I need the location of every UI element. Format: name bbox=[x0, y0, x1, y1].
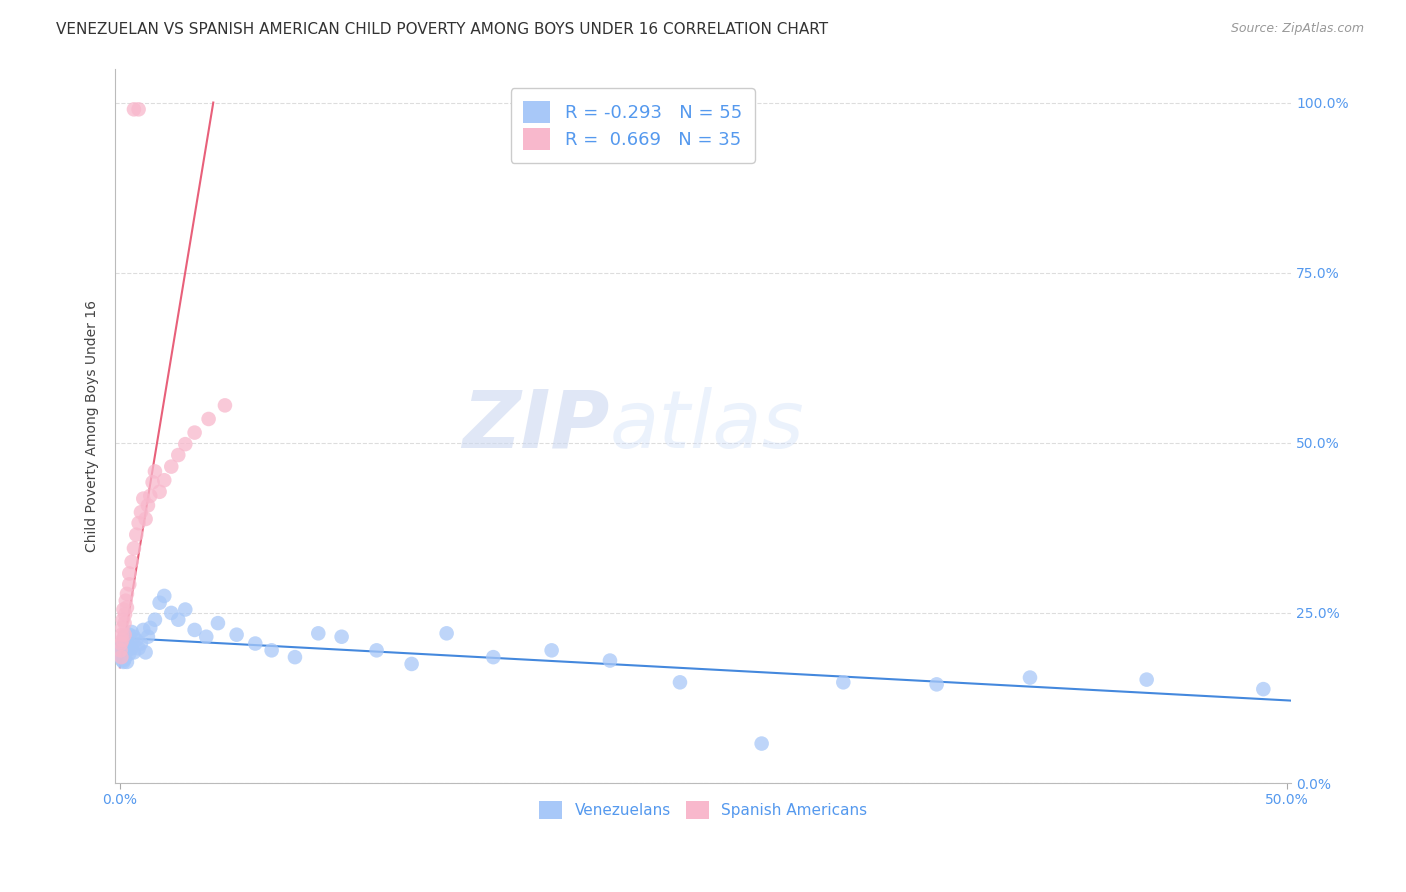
Point bbox=[195, 630, 218, 644]
Point bbox=[112, 602, 135, 616]
Point bbox=[128, 641, 150, 656]
Point bbox=[925, 677, 948, 691]
Point bbox=[112, 655, 135, 669]
Point bbox=[115, 643, 138, 657]
Point bbox=[111, 636, 134, 650]
Point bbox=[160, 459, 183, 474]
Point bbox=[114, 607, 136, 622]
Point bbox=[167, 448, 190, 462]
Point bbox=[115, 655, 138, 669]
Point bbox=[135, 645, 157, 659]
Point bbox=[482, 650, 505, 665]
Point bbox=[132, 491, 155, 506]
Point bbox=[1136, 673, 1159, 687]
Point bbox=[122, 541, 145, 556]
Point bbox=[153, 589, 176, 603]
Point bbox=[122, 103, 145, 117]
Point bbox=[599, 654, 621, 668]
Point bbox=[111, 621, 134, 635]
Point bbox=[112, 645, 135, 659]
Point bbox=[110, 643, 132, 657]
Point bbox=[132, 623, 155, 637]
Point bbox=[143, 613, 166, 627]
Point bbox=[111, 640, 134, 654]
Point bbox=[136, 499, 159, 513]
Point bbox=[115, 587, 138, 601]
Point bbox=[167, 613, 190, 627]
Point bbox=[114, 628, 136, 642]
Point bbox=[114, 641, 136, 656]
Point bbox=[111, 654, 134, 668]
Point bbox=[1253, 682, 1275, 697]
Point bbox=[143, 464, 166, 478]
Point bbox=[142, 475, 165, 490]
Point bbox=[139, 621, 162, 635]
Point bbox=[114, 652, 136, 666]
Point bbox=[122, 645, 145, 659]
Point bbox=[114, 630, 136, 644]
Point bbox=[114, 636, 136, 650]
Point bbox=[114, 616, 136, 631]
Point bbox=[118, 566, 141, 581]
Point bbox=[183, 623, 205, 637]
Point bbox=[153, 473, 176, 487]
Point bbox=[436, 626, 458, 640]
Point bbox=[118, 577, 141, 591]
Point bbox=[183, 425, 205, 440]
Point bbox=[115, 633, 138, 648]
Point bbox=[110, 643, 132, 657]
Point bbox=[260, 643, 283, 657]
Point bbox=[174, 437, 197, 451]
Text: Source: ZipAtlas.com: Source: ZipAtlas.com bbox=[1230, 22, 1364, 36]
Point bbox=[129, 636, 152, 650]
Point bbox=[125, 527, 148, 541]
Point bbox=[245, 636, 267, 650]
Point bbox=[114, 593, 136, 607]
Point bbox=[149, 596, 172, 610]
Text: ZIP: ZIP bbox=[461, 387, 609, 465]
Point bbox=[284, 650, 307, 665]
Point bbox=[225, 628, 247, 642]
Point bbox=[122, 630, 145, 644]
Point bbox=[366, 643, 388, 657]
Point bbox=[669, 675, 692, 690]
Point bbox=[115, 600, 138, 615]
Point bbox=[214, 398, 236, 412]
Point bbox=[139, 489, 162, 503]
Legend: Venezuelans, Spanish Americans: Venezuelans, Spanish Americans bbox=[533, 795, 873, 825]
Point bbox=[111, 613, 134, 627]
Point bbox=[111, 648, 134, 662]
Point bbox=[307, 626, 329, 640]
Point bbox=[832, 675, 855, 690]
Point bbox=[136, 630, 159, 644]
Point bbox=[111, 628, 134, 642]
Y-axis label: Child Poverty Among Boys Under 16: Child Poverty Among Boys Under 16 bbox=[86, 300, 100, 552]
Point bbox=[1019, 671, 1042, 685]
Text: atlas: atlas bbox=[609, 387, 804, 465]
Point bbox=[121, 624, 143, 639]
Point bbox=[128, 103, 150, 117]
Point bbox=[149, 484, 172, 499]
Point bbox=[135, 512, 157, 526]
Text: VENEZUELAN VS SPANISH AMERICAN CHILD POVERTY AMONG BOYS UNDER 16 CORRELATION CHA: VENEZUELAN VS SPANISH AMERICAN CHILD POV… bbox=[56, 22, 828, 37]
Point bbox=[197, 412, 219, 426]
Point bbox=[125, 633, 148, 648]
Point bbox=[110, 650, 132, 665]
Point bbox=[129, 505, 152, 519]
Point bbox=[111, 633, 134, 648]
Point bbox=[121, 555, 143, 569]
Point bbox=[128, 516, 150, 530]
Point bbox=[751, 737, 773, 751]
Point bbox=[540, 643, 562, 657]
Point bbox=[160, 606, 183, 620]
Point bbox=[118, 647, 141, 661]
Point bbox=[330, 630, 353, 644]
Point bbox=[118, 628, 141, 642]
Point bbox=[110, 636, 132, 650]
Point bbox=[401, 657, 423, 671]
Point bbox=[121, 641, 143, 656]
Point bbox=[207, 616, 229, 631]
Point bbox=[174, 602, 197, 616]
